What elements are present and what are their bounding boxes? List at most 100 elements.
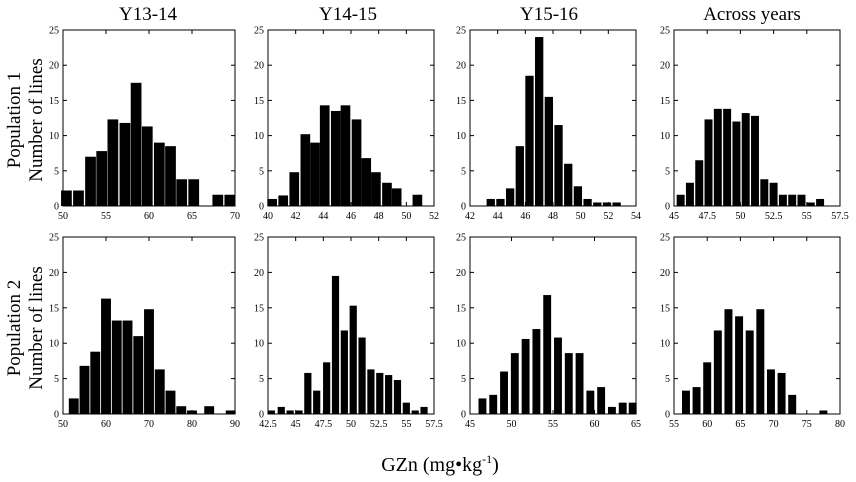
histogram-bar	[313, 390, 321, 414]
x-tick-label: 44	[493, 211, 503, 222]
histogram-bar	[130, 82, 142, 206]
x-tick-label: 50	[58, 419, 68, 430]
histogram-panel: 0 5 10 15 20 25 55 60 65 70 75 80	[660, 233, 845, 431]
histogram-bar	[496, 198, 505, 206]
x-tick-label: 52	[603, 211, 613, 222]
histogram-bar	[278, 195, 289, 206]
y-tick-label: 10	[49, 131, 59, 142]
histogram-bar	[751, 115, 759, 206]
y-tick-label: 10	[456, 339, 466, 350]
histogram-bar	[165, 146, 176, 206]
histogram-bar	[628, 402, 637, 414]
histogram-bar	[505, 188, 515, 206]
x-tick-label: 57.5	[425, 419, 443, 430]
histogram-bar	[760, 179, 769, 206]
histogram-panel: 0 5 10 15 20 25 42 44 46 48 50 52 54	[456, 26, 641, 223]
y-tick-label: 15	[49, 96, 59, 107]
histogram-bar	[367, 369, 375, 414]
x-tick-label: 70	[144, 419, 154, 430]
histogram-bar	[564, 163, 573, 206]
histogram-bar	[521, 338, 530, 414]
x-tick-label: 60	[702, 419, 712, 430]
y-tick-label: 25	[254, 233, 264, 244]
histogram-bar	[797, 194, 806, 206]
x-tick-label: 45	[465, 419, 475, 430]
histogram-bar	[144, 309, 154, 414]
x-tick-label: 42.5	[259, 419, 277, 430]
y-tick-label: 15	[660, 96, 670, 107]
x-tick-label: 46	[346, 211, 356, 222]
histogram-bar	[806, 202, 815, 206]
x-tick-label: 90	[230, 419, 240, 430]
y-tick-label: 10	[660, 131, 670, 142]
y-tick-label: 10	[660, 339, 670, 350]
histogram-bar	[300, 134, 311, 206]
x-tick-label: 52.5	[765, 211, 783, 222]
y-tick-label: 15	[456, 303, 466, 314]
x-tick-label: 80	[835, 419, 845, 430]
histogram-bar	[319, 105, 330, 206]
histogram-bar	[593, 202, 602, 206]
histogram-bar	[723, 108, 732, 206]
histogram-bar	[573, 186, 583, 206]
y-tick-label: 5	[259, 374, 264, 385]
histogram-bar	[323, 362, 331, 414]
histogram-bar	[741, 113, 750, 206]
y-tick-label: 10	[49, 339, 59, 350]
histogram-bar	[676, 194, 685, 206]
y-tick-label: 25	[660, 233, 670, 244]
x-tick-label: 50	[346, 419, 356, 430]
row-label-population-2-line1: Population 2	[4, 280, 25, 377]
y-tick-label: 15	[254, 303, 264, 314]
y-tick-label: 20	[254, 61, 264, 72]
histogram-bar	[713, 108, 722, 206]
histogram-bar	[543, 295, 552, 414]
y-tick-label: 10	[254, 131, 264, 142]
histogram-bar	[382, 182, 392, 206]
y-tick-label: 0	[665, 410, 670, 421]
histogram-bar	[371, 172, 381, 206]
x-tick-label: 55	[669, 419, 679, 430]
y-tick-label: 0	[665, 202, 670, 213]
histogram-bar	[769, 182, 778, 206]
histogram-bar	[532, 329, 541, 414]
histogram-bar	[695, 160, 704, 206]
histogram-bar	[122, 320, 133, 414]
y-tick-label: 5	[54, 166, 59, 177]
histogram-bar	[819, 410, 828, 414]
y-tick-label: 5	[461, 374, 466, 385]
histogram-bar	[310, 142, 320, 206]
plot-frame	[673, 29, 841, 207]
histogram-bar	[597, 387, 606, 414]
x-axis-label-close: )	[492, 454, 499, 476]
histogram-bar	[295, 410, 303, 414]
histogram-bar	[176, 179, 188, 206]
histogram-panel: 0 5 10 15 20 25 50 55 60 65 70	[49, 26, 240, 223]
histogram-bar	[289, 172, 300, 206]
y-tick-label: 25	[456, 26, 466, 37]
x-tick-label: 47.5	[698, 211, 716, 222]
x-tick-label: 70	[769, 419, 779, 430]
histogram-bar	[277, 406, 285, 414]
histogram-bar	[732, 121, 741, 206]
histogram-bar	[165, 390, 176, 414]
row-label-population-1: Population 1 Number of lines	[4, 58, 47, 181]
histogram-bar	[61, 190, 72, 206]
x-axis-label: GZn (mg•kg-1)	[381, 452, 499, 476]
histogram-bar	[361, 158, 372, 206]
histogram-bar	[402, 402, 410, 414]
x-tick-label: 48	[548, 211, 558, 222]
y-tick-label: 25	[456, 233, 466, 244]
x-tick-label: 45	[291, 419, 301, 430]
histogram-bar	[351, 119, 362, 206]
histogram-panel: 0 5 10 15 20 25 45 47.5 50 52.5 55 57.5	[660, 26, 849, 223]
x-tick-label: 65	[631, 419, 641, 430]
row-label-population-2: Population 2 Number of lines	[4, 266, 47, 389]
histogram-bar	[713, 330, 722, 414]
histogram-bar	[766, 369, 775, 414]
histogram-bar	[107, 119, 119, 206]
histogram-bar	[510, 353, 519, 414]
histogram-panel: 0 5 10 15 20 25 40 42 44 46 48 50 52	[254, 26, 439, 223]
